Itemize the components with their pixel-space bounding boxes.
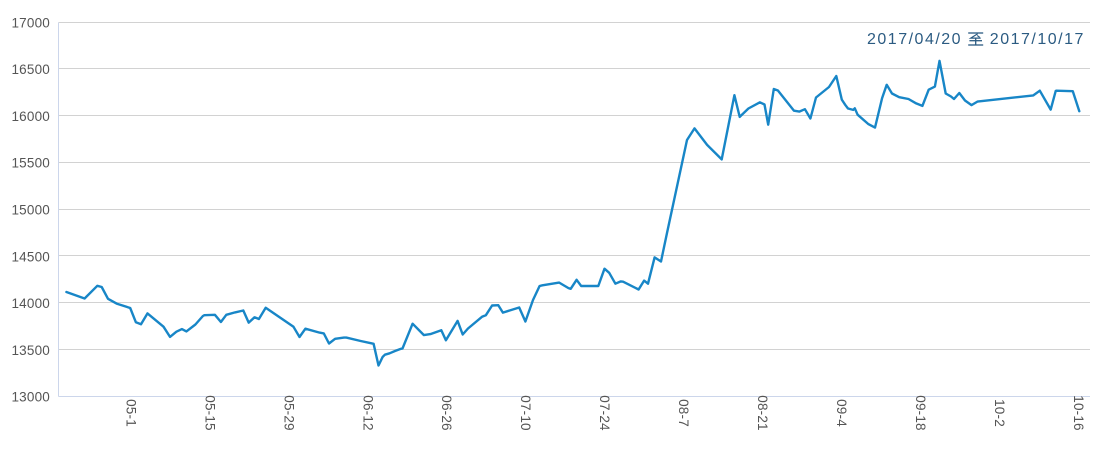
- svg-text:07-10: 07-10: [518, 395, 533, 431]
- svg-text:06-26: 06-26: [439, 395, 454, 431]
- svg-text:05-29: 05-29: [281, 395, 296, 431]
- svg-text:10-2: 10-2: [992, 399, 1007, 427]
- svg-text:17000: 17000: [11, 15, 50, 30]
- svg-text:09-18: 09-18: [913, 395, 928, 431]
- svg-text:15500: 15500: [11, 156, 50, 171]
- svg-text:10-16: 10-16: [1071, 395, 1086, 431]
- svg-text:09-4: 09-4: [834, 399, 849, 427]
- svg-text:16500: 16500: [11, 62, 50, 77]
- svg-text:16000: 16000: [11, 109, 50, 124]
- svg-text:13000: 13000: [11, 390, 50, 405]
- svg-text:13500: 13500: [11, 343, 50, 358]
- svg-text:06-12: 06-12: [360, 395, 375, 431]
- svg-text:05-15: 05-15: [202, 395, 217, 431]
- svg-text:08-21: 08-21: [755, 395, 770, 431]
- svg-text:07-24: 07-24: [597, 395, 612, 431]
- svg-text:15000: 15000: [11, 203, 50, 218]
- svg-text:14000: 14000: [11, 296, 50, 311]
- svg-text:08-7: 08-7: [676, 399, 691, 427]
- svg-text:2017/04/20: 2017/04/20: [867, 31, 962, 48]
- svg-text:05-1: 05-1: [123, 399, 138, 427]
- svg-text:2017/10/17: 2017/10/17: [990, 31, 1085, 48]
- svg-text:14500: 14500: [11, 249, 50, 264]
